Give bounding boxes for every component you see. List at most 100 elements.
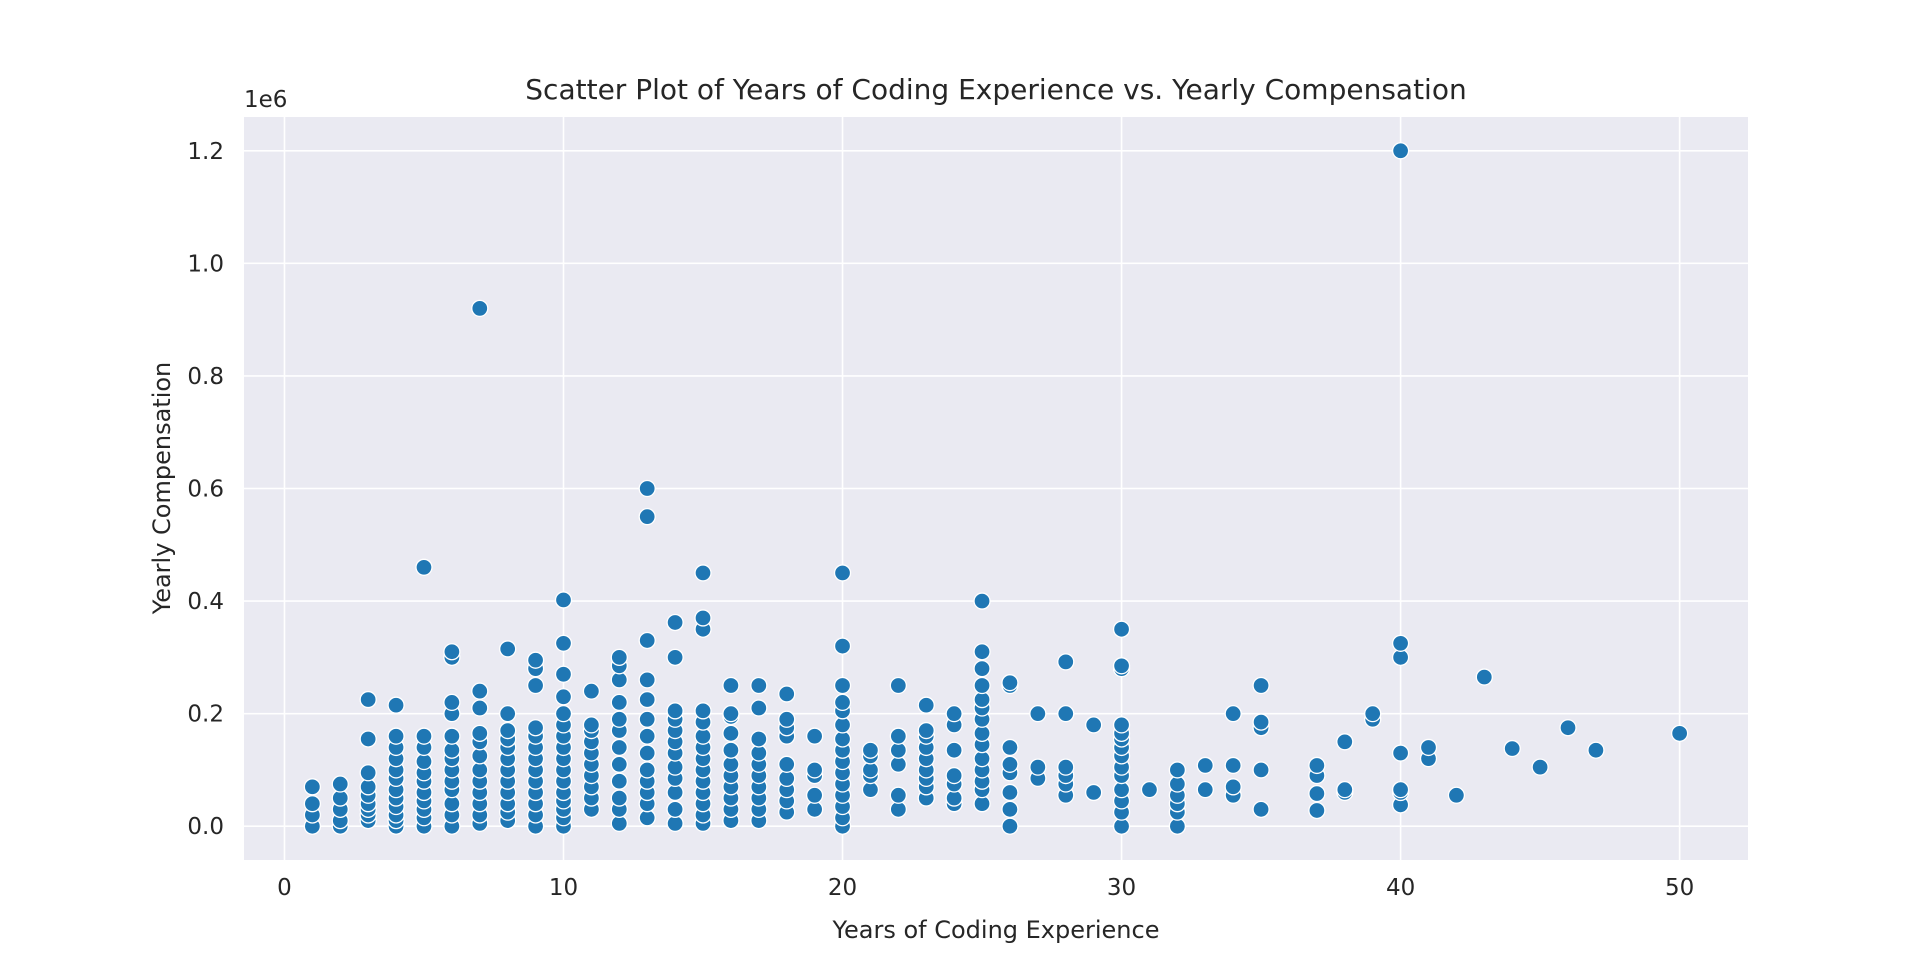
- data-point: [1001, 738, 1019, 757]
- data-point: [471, 699, 489, 717]
- data-point: [1001, 674, 1019, 692]
- data-point: [359, 690, 377, 709]
- data-point: [638, 479, 656, 498]
- data-point: [638, 744, 656, 762]
- data-point: [1112, 657, 1131, 675]
- data-point: [973, 659, 991, 678]
- data-point: [1252, 713, 1270, 731]
- data-point: [889, 676, 907, 695]
- data-point: [1670, 724, 1689, 743]
- data-point: [499, 705, 517, 723]
- data-points: [303, 142, 1689, 835]
- data-point: [1001, 800, 1019, 818]
- data-point: [1336, 780, 1354, 799]
- y-axis-ticks: 0.0 0.2 0.4 0.6 0.8 1.0 1.2: [187, 139, 224, 840]
- data-point: [526, 651, 545, 669]
- data-point: [499, 721, 517, 740]
- y-axis-label: Yearly Compensation: [148, 362, 176, 616]
- x-tick-label: 30: [1107, 875, 1136, 901]
- data-point: [917, 696, 935, 714]
- x-tick-label: 0: [277, 875, 292, 901]
- data-point: [582, 682, 601, 700]
- data-point: [1252, 676, 1270, 695]
- data-point: [945, 766, 963, 785]
- data-point: [1224, 778, 1242, 796]
- data-point: [1029, 758, 1047, 776]
- data-point: [471, 724, 489, 743]
- data-point: [1336, 733, 1354, 751]
- data-point: [694, 702, 712, 720]
- y-tick-label: 1.0: [187, 251, 224, 277]
- data-point: [666, 613, 684, 632]
- data-point: [359, 764, 377, 782]
- data-point: [638, 671, 656, 689]
- data-point: [638, 761, 656, 779]
- data-point: [1391, 744, 1410, 762]
- data-point: [1112, 620, 1131, 638]
- data-point: [750, 730, 768, 748]
- data-point: [1085, 783, 1103, 802]
- data-point: [1057, 653, 1075, 671]
- data-point: [415, 727, 433, 745]
- data-point: [554, 634, 573, 652]
- data-point: [1057, 758, 1075, 776]
- data-point: [610, 710, 628, 728]
- data-point: [917, 721, 935, 740]
- data-point: [443, 727, 461, 745]
- data-point: [499, 640, 517, 658]
- y-tick-label: 0.8: [187, 364, 224, 390]
- data-point: [1196, 756, 1214, 775]
- data-point: [805, 761, 824, 779]
- x-tick-label: 40: [1386, 875, 1415, 901]
- data-point: [1364, 705, 1382, 723]
- data-point: [722, 724, 740, 743]
- data-point: [610, 738, 628, 757]
- data-point: [973, 643, 991, 661]
- data-point: [778, 755, 796, 773]
- data-point: [889, 727, 907, 745]
- data-point: [722, 676, 740, 695]
- y-tick-label: 1.2: [187, 139, 224, 165]
- data-point: [1112, 716, 1131, 734]
- data-point: [554, 591, 573, 609]
- data-point: [833, 676, 852, 695]
- data-point: [750, 676, 768, 695]
- y-tick-label: 0.6: [187, 477, 224, 503]
- data-point: [1559, 719, 1577, 737]
- data-point: [1391, 142, 1410, 160]
- x-axis-label: Years of Coding Experience: [832, 916, 1160, 944]
- data-point: [387, 696, 405, 714]
- data-point: [1252, 800, 1270, 818]
- y-axis-offset-label: 1e6: [244, 87, 287, 113]
- x-axis-ticks: 0 10 20 30 40 50: [277, 875, 1694, 901]
- data-point: [359, 730, 377, 748]
- data-point: [526, 676, 545, 695]
- data-point: [638, 631, 656, 650]
- data-point: [554, 688, 573, 706]
- data-point: [471, 682, 489, 700]
- data-point: [1001, 755, 1019, 773]
- data-point: [1140, 780, 1159, 799]
- x-tick-label: 20: [828, 875, 857, 901]
- data-point: [833, 564, 852, 582]
- data-point: [303, 795, 322, 813]
- data-point: [554, 705, 573, 723]
- data-point: [415, 558, 433, 576]
- x-tick-label: 10: [549, 875, 578, 901]
- data-point: [638, 727, 656, 745]
- data-point: [805, 727, 824, 745]
- data-point: [610, 693, 628, 712]
- data-point: [1085, 716, 1103, 734]
- data-point: [1001, 783, 1019, 802]
- data-point: [973, 676, 991, 695]
- data-point: [387, 727, 405, 745]
- data-point: [666, 648, 684, 667]
- data-point: [750, 699, 768, 717]
- data-point: [610, 789, 628, 807]
- y-tick-label: 0.4: [187, 589, 224, 615]
- data-point: [610, 772, 628, 790]
- data-point: [610, 755, 628, 773]
- data-point: [1391, 634, 1410, 652]
